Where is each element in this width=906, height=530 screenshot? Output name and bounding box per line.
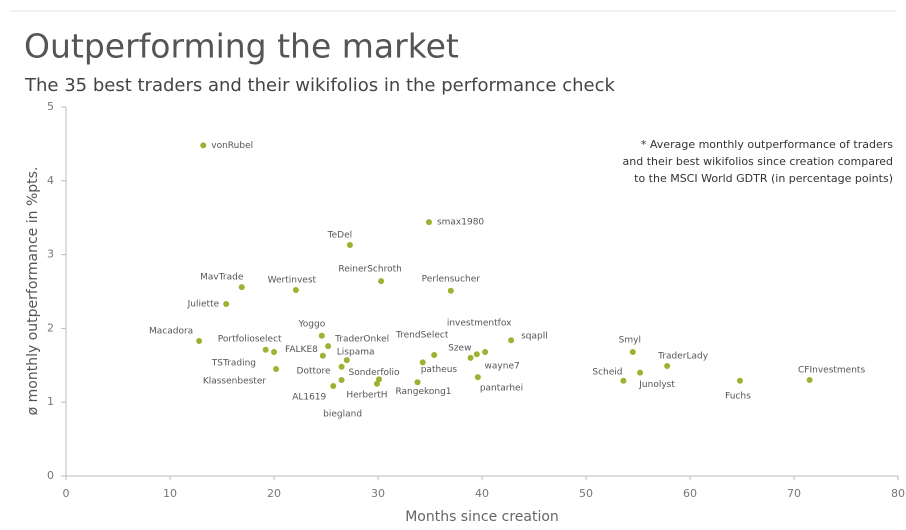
point-label: Lispama [337, 348, 375, 358]
x-tick-label: 80 [891, 487, 905, 500]
point-label: patheus [421, 365, 458, 375]
point [292, 287, 299, 294]
point [482, 349, 489, 356]
y-tick-label: 3 [47, 248, 54, 261]
point [319, 352, 326, 359]
point-label: smax1980 [437, 218, 484, 228]
x-tick-label: 0 [63, 487, 70, 500]
point-label: TSTrading [211, 359, 256, 369]
point-label: MavTrade [200, 273, 244, 283]
x-tick-label: 40 [475, 487, 489, 500]
point-label: sqapll [521, 332, 548, 342]
point-label: Junolyst [638, 380, 675, 390]
point-label: wayne7 [485, 361, 520, 371]
point [736, 377, 743, 384]
point-label: Perlensucher [422, 274, 481, 284]
point [373, 380, 380, 387]
point [346, 242, 353, 249]
point-label: TraderOnkel [334, 335, 389, 345]
point-label: Yoggo [297, 319, 325, 329]
y-axis-label: ø monthly outperformance in %pts. [25, 167, 41, 416]
point [262, 346, 269, 353]
point [806, 377, 813, 384]
x-tick-label: 10 [163, 487, 177, 500]
x-tick-label: 20 [267, 487, 281, 500]
y-tick-label: 4 [47, 174, 54, 187]
annotation: and their best wikifolios since creation… [623, 155, 893, 168]
y-tick-label: 2 [47, 321, 54, 334]
point [200, 142, 207, 149]
point [620, 377, 627, 384]
point [425, 219, 432, 226]
point [467, 354, 474, 361]
point [325, 343, 332, 350]
point-label: TeDel [327, 231, 352, 241]
point [330, 382, 337, 389]
point [473, 351, 480, 358]
point-label: Dottore [297, 366, 332, 376]
y-tick-label: 0 [47, 469, 54, 482]
point-label: Fuchs [725, 391, 751, 401]
point [238, 284, 245, 291]
y-tick-label: 1 [47, 395, 54, 408]
point-label: Portfolioselect [218, 334, 282, 344]
point-label: Rangekong1 [395, 387, 451, 397]
point-label: vonRubel [211, 141, 253, 151]
point [273, 365, 280, 372]
point [271, 349, 277, 356]
x-tick-label: 50 [579, 487, 593, 500]
point [508, 337, 515, 344]
x-tick-label: 70 [787, 487, 801, 500]
point-label: TrendSelect [395, 330, 449, 340]
point [419, 359, 426, 366]
point [343, 357, 350, 364]
point-label: HerbertH [346, 390, 387, 400]
point-label: Juliette [187, 300, 220, 310]
point [196, 337, 203, 344]
point [378, 278, 385, 285]
point [318, 332, 325, 339]
point-label: Macadora [149, 326, 193, 336]
x-tick-label: 30 [371, 487, 385, 500]
point-label: Sonderfolio [349, 368, 401, 378]
point [338, 377, 345, 384]
point [637, 369, 644, 376]
point-label: investmentfox [447, 319, 512, 329]
point [629, 349, 636, 356]
point-label: ReinerSchroth [338, 265, 401, 275]
point [447, 287, 454, 294]
chart-title: Outperforming the market [24, 27, 459, 66]
x-axis-label: Months since creation [405, 509, 559, 525]
point [338, 363, 345, 370]
point-label: CFInvestments [798, 366, 865, 376]
point-label: biegland [323, 410, 362, 420]
y-tick-label: 5 [47, 100, 54, 113]
annotation: to the MSCI World GDTR (in percentage po… [634, 172, 893, 185]
point-label: Smyl [619, 336, 641, 346]
point [664, 363, 671, 370]
point-label: pantarhei [480, 384, 523, 394]
annotation: * Average monthly outperformance of trad… [641, 138, 893, 151]
chart-subtitle: The 35 best traders and their wikifolios… [24, 75, 615, 96]
point [474, 374, 481, 381]
point-label: Scheid [592, 367, 622, 377]
point [414, 379, 421, 386]
point-label: FALKE8 [285, 345, 318, 355]
point-label: TraderLady [657, 352, 709, 362]
point-label: Szew [448, 344, 471, 354]
point-label: Wertinvest [268, 276, 317, 286]
point-label: Klassenbester [203, 376, 267, 386]
point-label: AL1619 [292, 392, 326, 402]
x-tick-label: 60 [683, 487, 697, 500]
point [431, 351, 438, 358]
point [223, 301, 230, 308]
